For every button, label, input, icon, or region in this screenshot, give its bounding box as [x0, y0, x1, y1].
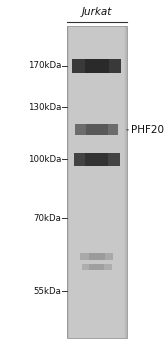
Bar — [82, 264, 112, 270]
Bar — [126, 26, 127, 338]
Bar — [80, 253, 113, 260]
Text: 170kDa: 170kDa — [28, 61, 61, 70]
Bar — [67, 26, 69, 338]
Bar — [74, 153, 120, 166]
Text: 100kDa: 100kDa — [28, 155, 61, 164]
Bar — [124, 26, 127, 338]
Bar — [67, 26, 127, 338]
Bar — [85, 59, 109, 72]
Text: 130kDa: 130kDa — [28, 103, 61, 112]
Bar — [125, 26, 127, 338]
Bar — [85, 153, 108, 166]
Text: 55kDa: 55kDa — [33, 287, 61, 296]
Bar — [126, 26, 127, 338]
Bar — [89, 253, 105, 260]
Bar — [67, 26, 68, 338]
Bar — [125, 26, 127, 338]
Bar — [86, 124, 108, 135]
Bar — [67, 26, 69, 338]
Bar — [67, 26, 68, 338]
Bar — [75, 124, 118, 135]
Bar — [125, 26, 127, 338]
Bar — [67, 26, 69, 338]
Bar — [72, 59, 121, 72]
Text: 70kDa: 70kDa — [33, 214, 61, 223]
Text: Jurkat: Jurkat — [82, 7, 112, 17]
Text: PHF20: PHF20 — [127, 125, 164, 135]
Bar — [89, 264, 104, 270]
